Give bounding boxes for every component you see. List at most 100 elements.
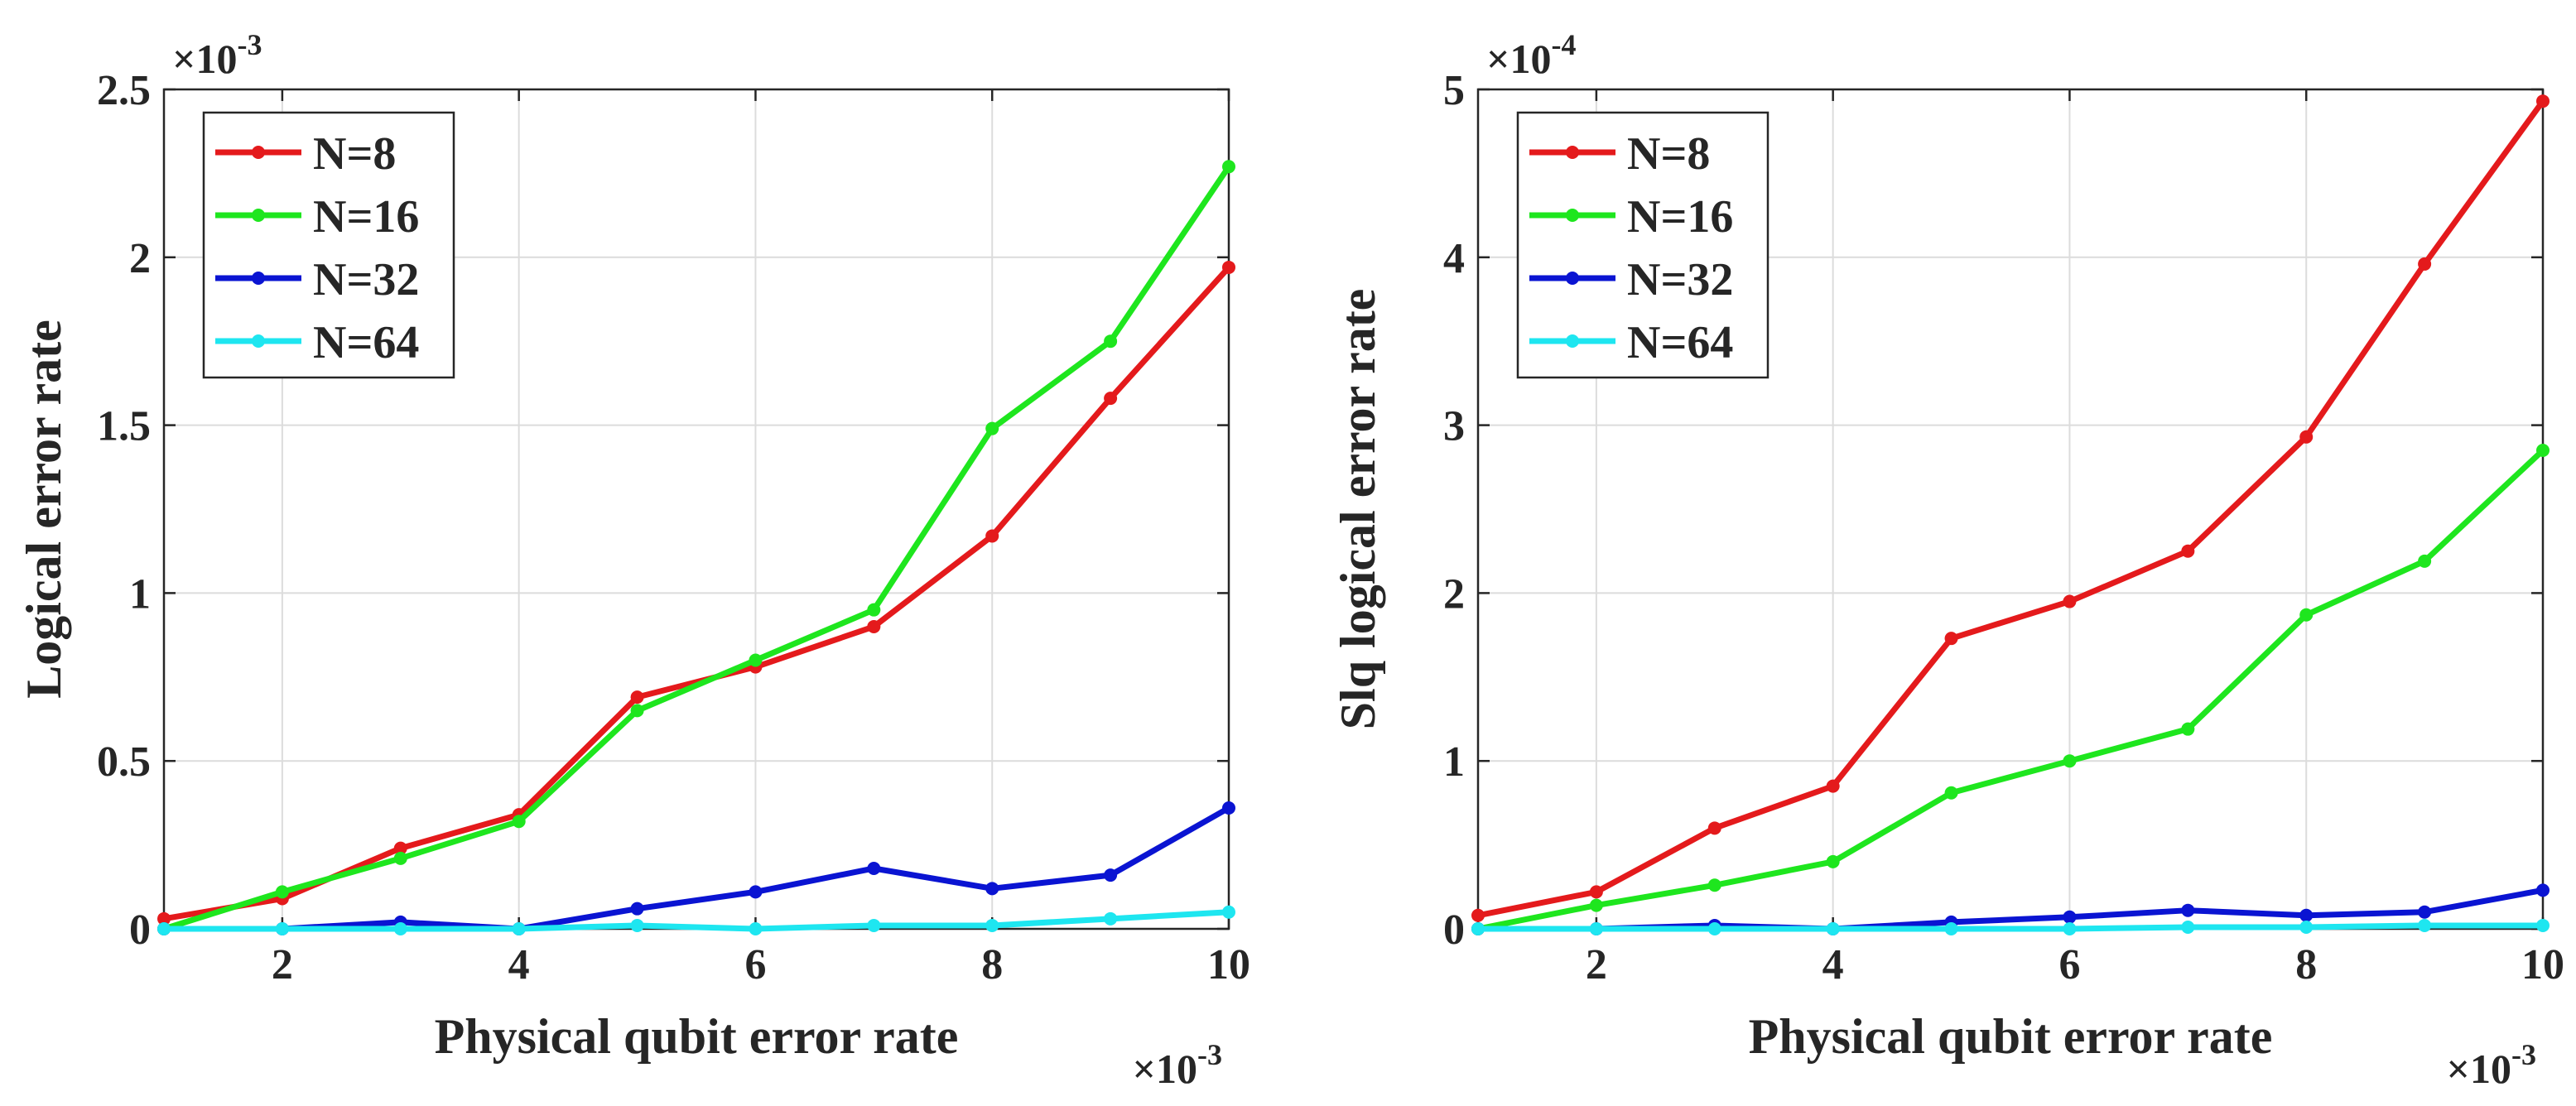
data-point [749,653,763,667]
x-tick-label: 10 [1207,941,1250,988]
data-point [1826,779,1840,793]
data-point [985,421,999,435]
legend-item: N=8 [215,128,396,180]
data-point [749,885,763,899]
data-point [985,529,999,543]
legend-item: N=64 [1529,317,1733,368]
data-point [275,922,289,935]
legend: N=8 N=16 N=32 N=64 [1516,111,1769,379]
y-tick-label: 0.5 [97,738,151,786]
legend-item: N=32 [215,254,419,305]
data-point [1471,908,1485,922]
data-point [1589,898,1603,912]
data-point [2181,920,2195,934]
data-point [2181,722,2195,736]
y-axis-label: Slq logical error rate [1331,289,1385,730]
data-point [157,922,171,935]
x-axis-label: Physical qubit error rate [1749,1009,2273,1064]
data-point [1944,632,1958,646]
x-tick-label: 8 [2295,941,2317,988]
data-point [2299,908,2314,922]
legend-item: N=64 [215,317,419,368]
data-point [1222,801,1235,815]
data-point [1104,392,1118,406]
x-tick-label: 10 [2521,941,2564,988]
data-point [275,885,289,899]
data-point [2181,544,2195,558]
legend-label: N=32 [313,254,419,305]
legend-item: N=8 [1529,128,1710,180]
data-point [2418,257,2432,271]
y-tick-label: 3 [1443,403,1465,450]
legend-marker [1566,146,1579,159]
data-point [2536,444,2550,458]
y-tick-label: 4 [1443,235,1465,282]
data-point [393,851,407,865]
data-point [985,918,999,932]
y-tick-label: 1 [129,570,151,618]
data-point [867,619,881,633]
legend-label: N=64 [313,317,419,368]
series-line [1478,922,2543,932]
y-tick-label: 1 [1443,738,1465,786]
data-point [867,861,881,875]
series-n-64 [1471,918,2550,935]
data-point [2536,94,2550,108]
legend-label: N=16 [313,191,419,243]
data-point [1104,334,1118,349]
y-exponent-power: -4 [1552,28,1577,61]
data-point [2063,910,2077,924]
y-exponent-base: ×10 [172,36,238,82]
data-point [2418,905,2432,919]
data-point [1707,821,1721,835]
data-point [1944,922,1958,935]
data-point [393,841,407,855]
data-point [1222,260,1235,274]
legend-label: N=8 [1627,128,1710,180]
series-line [1477,99,2545,919]
data-point [1222,160,1235,174]
y-exponent-base: ×10 [1486,36,1552,82]
x-tick-label: 8 [981,941,1003,988]
data-point [2299,608,2314,622]
x-tick-label: 6 [2058,941,2080,988]
x-tick-label: 2 [1586,941,1607,988]
x-exponent-power: -3 [1197,1038,1222,1071]
legend-marker [252,146,265,159]
x-tick-label: 6 [744,941,766,988]
y-exponent-power: -3 [238,28,262,61]
legend-marker [1566,272,1579,285]
legend-box [202,111,455,379]
legend-marker [1566,209,1579,222]
data-point [2536,918,2550,932]
x-tick-label: 4 [1822,941,1844,988]
legend-label: N=16 [1627,191,1733,243]
data-point [1104,911,1118,926]
data-point [1826,922,1840,935]
data-point [157,911,171,926]
data-point [393,922,407,935]
data-point [2063,754,2077,768]
data-point [1589,885,1603,899]
legend-item: N=32 [1529,254,1733,305]
chart-panel-2: 2 4 6 8 10 0 1 2 3 4 5 Physical qubit error rate Slq… [1331,28,2564,1092]
data-point [985,882,999,896]
data-point [1944,786,1958,800]
series-n-8 [1471,94,2550,922]
y-tick-label: 2 [1443,570,1465,618]
data-point [2063,922,2077,935]
data-point [749,922,763,935]
legend-label: N=8 [313,128,396,180]
data-point [2181,903,2195,917]
legend-marker [252,272,265,285]
data-point [512,815,526,829]
data-point [867,603,881,617]
data-point [2299,430,2314,444]
y-tick-label: 1.5 [97,403,151,450]
data-point [630,690,644,704]
x-exponent-base: ×10 [1133,1046,1198,1092]
x-tick-label: 4 [508,941,530,988]
data-point [2299,920,2314,934]
legend-box [1516,111,1769,379]
